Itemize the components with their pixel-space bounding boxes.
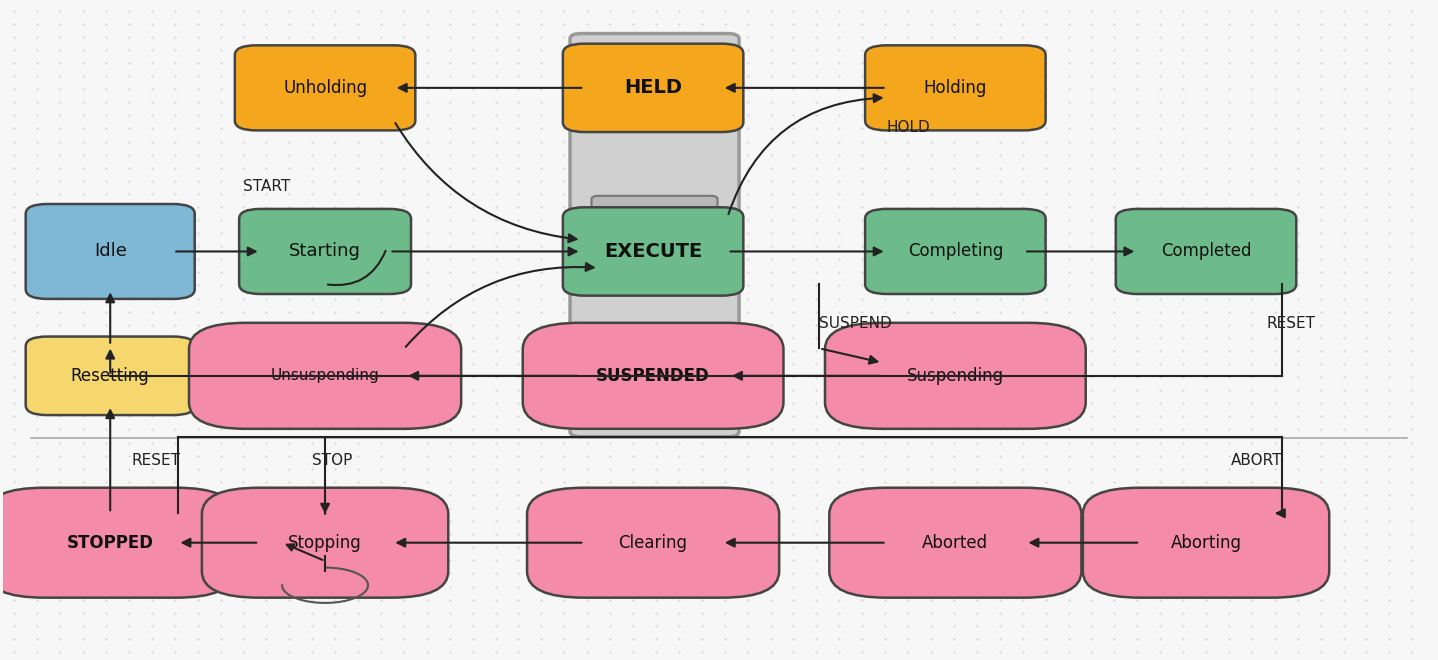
Text: Unsuspending: Unsuspending	[270, 368, 380, 383]
FancyBboxPatch shape	[1083, 488, 1329, 598]
Text: ABORT: ABORT	[1231, 453, 1281, 469]
Text: HOLD: HOLD	[887, 119, 930, 135]
Text: Suspending: Suspending	[907, 367, 1004, 385]
FancyBboxPatch shape	[1116, 209, 1296, 294]
FancyBboxPatch shape	[188, 323, 462, 429]
Text: Resetting: Resetting	[70, 367, 150, 385]
FancyBboxPatch shape	[234, 46, 416, 131]
Text: Idle: Idle	[93, 242, 127, 261]
Text: Aborting: Aborting	[1171, 534, 1241, 552]
Text: EXECUTE: EXECUTE	[604, 242, 702, 261]
FancyBboxPatch shape	[591, 196, 718, 291]
Text: RESET: RESET	[1267, 316, 1316, 331]
FancyBboxPatch shape	[866, 209, 1045, 294]
FancyBboxPatch shape	[569, 34, 739, 437]
Text: Aborted: Aborted	[922, 534, 988, 552]
Text: Holding: Holding	[923, 79, 986, 97]
FancyBboxPatch shape	[528, 488, 779, 598]
FancyBboxPatch shape	[825, 323, 1086, 429]
Text: Completing: Completing	[907, 242, 1004, 261]
FancyBboxPatch shape	[26, 337, 194, 415]
Text: RESET: RESET	[132, 453, 181, 469]
Text: SUSPEND: SUSPEND	[820, 316, 892, 331]
FancyBboxPatch shape	[26, 204, 194, 299]
FancyBboxPatch shape	[830, 488, 1081, 598]
Text: STOP: STOP	[312, 453, 352, 469]
FancyBboxPatch shape	[562, 44, 743, 132]
FancyBboxPatch shape	[591, 333, 718, 415]
FancyBboxPatch shape	[201, 488, 449, 598]
Text: SUSPENDED: SUSPENDED	[597, 367, 710, 385]
Text: HELD: HELD	[624, 79, 682, 98]
Text: Clearing: Clearing	[618, 534, 687, 552]
Text: Completed: Completed	[1160, 242, 1251, 261]
Text: Unholding: Unholding	[283, 79, 367, 97]
Text: Starting: Starting	[289, 242, 361, 261]
Text: Stopping: Stopping	[288, 534, 362, 552]
Text: START: START	[243, 178, 290, 193]
FancyBboxPatch shape	[866, 46, 1045, 131]
FancyBboxPatch shape	[0, 488, 233, 598]
Text: STOPPED: STOPPED	[66, 534, 154, 552]
FancyBboxPatch shape	[239, 209, 411, 294]
FancyBboxPatch shape	[562, 207, 743, 296]
FancyBboxPatch shape	[523, 323, 784, 429]
